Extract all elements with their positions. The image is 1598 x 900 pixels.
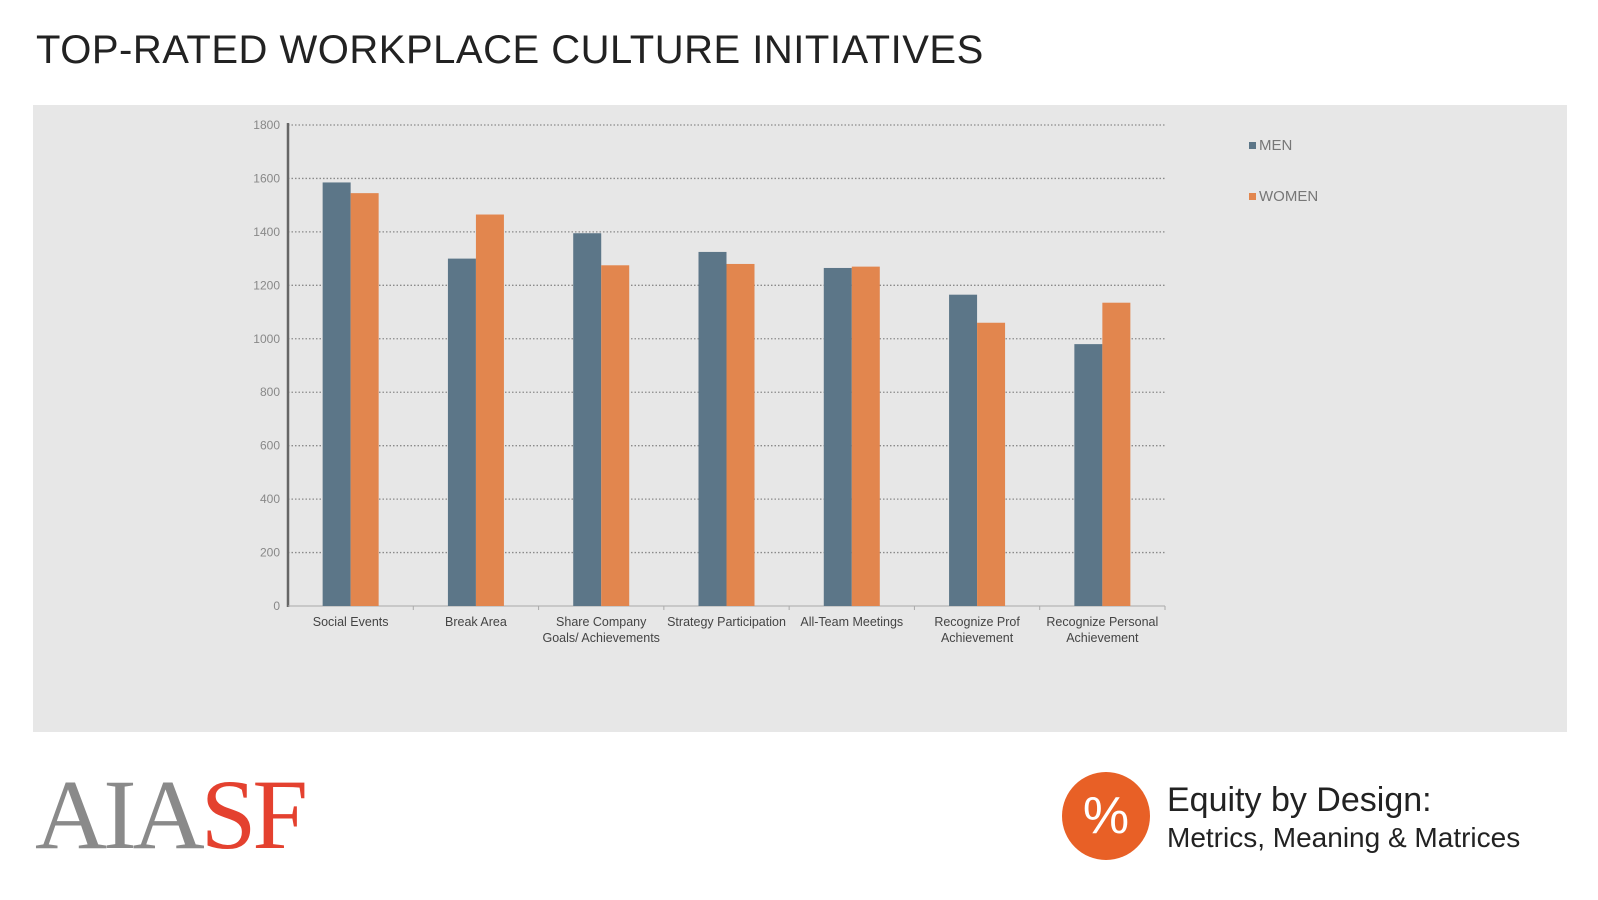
- y-tick-label: 200: [260, 546, 280, 560]
- x-category-label: Achievement: [1066, 631, 1139, 645]
- bar-men: [447, 258, 476, 606]
- logo-sf-text: SF: [200, 759, 308, 870]
- legend-swatch-women: [1249, 192, 1256, 200]
- bar-men: [698, 251, 727, 607]
- legend-swatch-men: [1249, 141, 1256, 149]
- page-title: TOP-RATED WORKPLACE CULTURE INITIATIVES: [36, 28, 984, 72]
- bar-men: [1074, 344, 1103, 606]
- y-tick-label: 600: [260, 439, 280, 453]
- logo-aia-text: AIA: [35, 759, 205, 870]
- subtitle-line-1: Equity by Design:: [1167, 781, 1432, 819]
- x-category-label: Achievement: [941, 631, 1014, 645]
- y-tick-label: 1800: [253, 118, 280, 132]
- x-category-label: All-Team Meetings: [800, 615, 903, 629]
- bar-women: [350, 193, 379, 606]
- percent-badge-icon: %: [1062, 772, 1150, 860]
- y-tick-label: 1400: [253, 225, 280, 239]
- equity-by-design-subtitle: Equity by Design: Metrics, Meaning & Mat…: [1167, 780, 1587, 856]
- x-category-label: Break Area: [445, 615, 507, 629]
- legend-item-men: MEN: [1249, 135, 1318, 155]
- y-tick-label: 0: [273, 599, 280, 613]
- bar-men: [823, 267, 852, 606]
- y-tick-label: 800: [260, 385, 280, 399]
- bar-women: [977, 322, 1006, 606]
- aiasf-logo: AIASF: [35, 765, 308, 865]
- percent-symbol: %: [1082, 787, 1130, 845]
- bar-women: [726, 263, 755, 606]
- x-category-label: Share Company: [556, 615, 647, 629]
- chart-panel: 0 200 400 600 800 1000 1200 1400 1600 1800 Social …: [33, 105, 1567, 732]
- bar-women: [1102, 302, 1131, 606]
- subtitle-line-2: Metrics, Meaning & Matrices: [1167, 822, 1521, 853]
- bar-men: [949, 294, 978, 606]
- y-tick-label: 1600: [253, 171, 280, 185]
- y-tick-label: 1000: [253, 332, 280, 346]
- x-category-label: Strategy Participation: [667, 615, 786, 629]
- bar-chart: 0 200 400 600 800 1000 1200 1400 1600 1800 Social …: [253, 118, 1166, 645]
- bar-women: [851, 266, 880, 606]
- chart-legend: MEN WOMEN: [1249, 135, 1318, 237]
- legend-label-men: MEN: [1259, 136, 1293, 154]
- legend-item-women: WOMEN: [1249, 186, 1318, 206]
- bar-men: [573, 233, 602, 606]
- x-category-label: Goals/ Achievements: [543, 631, 660, 645]
- bar-men: [322, 182, 351, 607]
- x-category-label: Recognize Personal: [1046, 615, 1158, 629]
- legend-label-women: WOMEN: [1259, 187, 1319, 205]
- y-tick-label: 400: [260, 492, 280, 506]
- x-category-label: Social Events: [313, 615, 389, 629]
- y-tick-label: 1200: [253, 278, 280, 292]
- bar-women: [601, 265, 630, 606]
- x-category-label: Recognize Prof: [934, 615, 1020, 629]
- bar-women: [475, 214, 504, 606]
